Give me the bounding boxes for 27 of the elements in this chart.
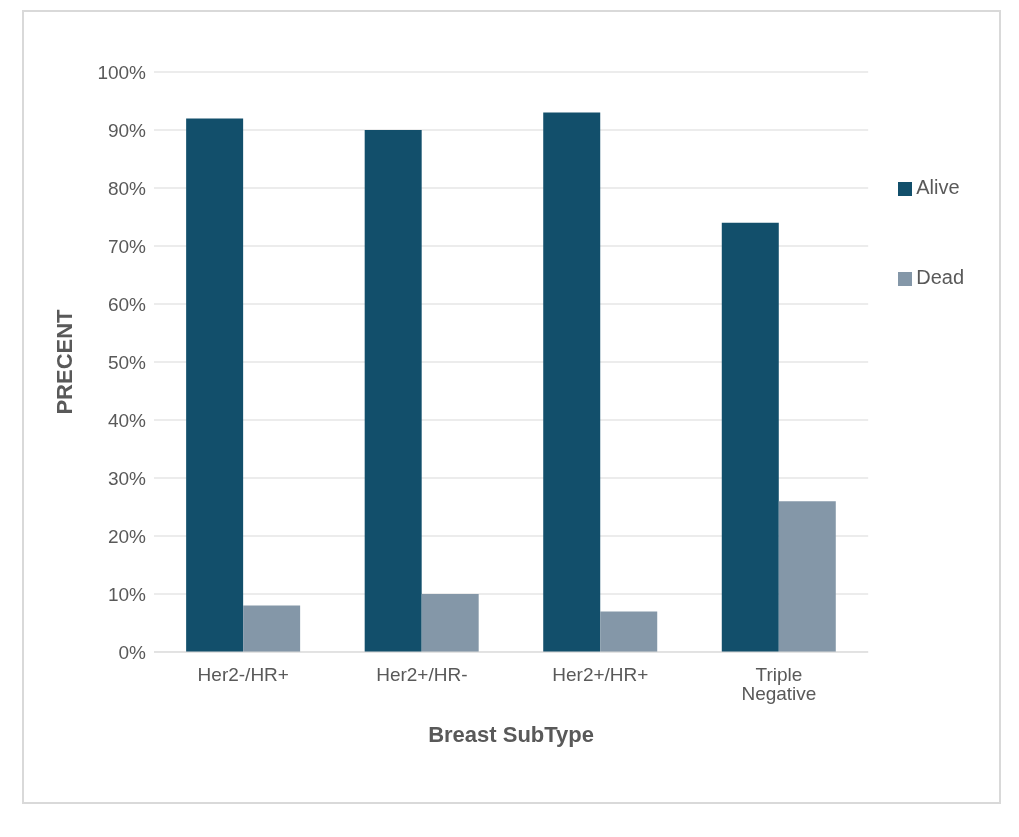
y-axis-title: PRECENT <box>51 308 77 415</box>
legend-label: Alive <box>916 176 960 198</box>
y-tick-label: 0% <box>118 641 147 663</box>
bar <box>600 611 658 652</box>
bar <box>364 130 422 652</box>
y-tick-label: 70% <box>107 235 147 257</box>
bar <box>543 112 601 652</box>
y-tick-label: 20% <box>107 525 147 547</box>
bar <box>721 222 779 652</box>
x-tick-label: Triple Negative <box>741 664 817 705</box>
x-tick-label: Her2-/HR+ <box>197 664 289 686</box>
y-tick-label: 40% <box>107 409 147 431</box>
y-tick-label: 90% <box>107 119 147 141</box>
bar <box>243 605 301 652</box>
y-tick-label: 100% <box>97 61 147 83</box>
bar <box>778 501 836 652</box>
y-tick-label: 80% <box>107 177 147 199</box>
y-tick-label: 60% <box>107 293 147 315</box>
x-axis-title: Breast SubType <box>428 722 595 747</box>
legend-label: Dead <box>916 266 964 288</box>
y-tick-label: 10% <box>107 583 147 605</box>
x-tick-label: Her2+/HR- <box>376 664 468 686</box>
y-tick-label: 50% <box>107 351 147 373</box>
bar <box>421 594 479 652</box>
bar <box>186 118 244 652</box>
y-tick-label: 30% <box>107 467 147 489</box>
x-tick-label: Her2+/HR+ <box>552 664 649 686</box>
